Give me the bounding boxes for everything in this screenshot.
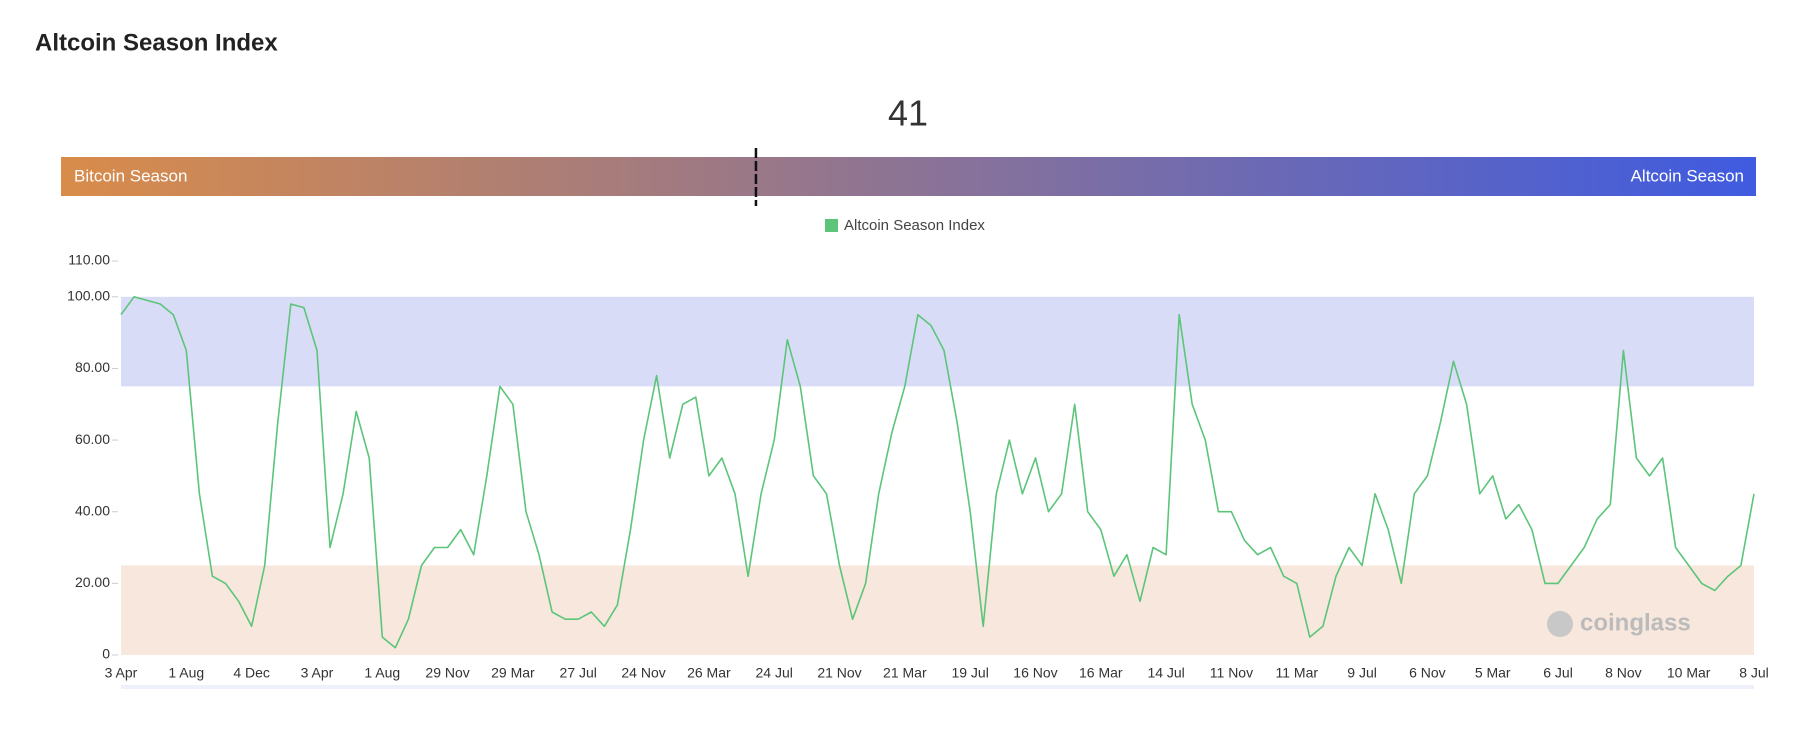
y-tick-label: 110.00 bbox=[68, 252, 110, 268]
watermark: coinglass bbox=[1580, 609, 1691, 636]
x-tick-label: 1 Aug bbox=[168, 665, 204, 681]
x-tick-label: 21 Nov bbox=[817, 665, 861, 681]
x-axis-bar bbox=[121, 685, 1754, 689]
band bbox=[121, 296, 1754, 387]
x-tick-label: 1 Aug bbox=[364, 665, 400, 681]
x-tick-label: 29 Mar bbox=[491, 665, 535, 681]
x-tick-label: 14 Jul bbox=[1147, 665, 1184, 681]
gauge-bar bbox=[61, 157, 1756, 196]
band bbox=[121, 565, 1754, 655]
y-tick-label: 0 bbox=[102, 646, 110, 662]
x-tick-label: 21 Mar bbox=[883, 665, 927, 681]
x-tick-label: 16 Mar bbox=[1079, 665, 1123, 681]
x-tick-label: 6 Nov bbox=[1409, 665, 1446, 681]
x-tick-label: 29 Nov bbox=[425, 665, 469, 681]
x-tick-label: 3 Apr bbox=[105, 665, 138, 681]
x-tick-label: 24 Jul bbox=[756, 665, 793, 681]
y-tick-label: 80.00 bbox=[75, 359, 110, 375]
legend-label: Altcoin Season Index bbox=[844, 217, 985, 234]
chart-title: Altcoin Season Index bbox=[35, 29, 278, 56]
gauge-right-label: Altcoin Season bbox=[1631, 166, 1744, 185]
y-tick-label: 20.00 bbox=[75, 574, 110, 590]
x-tick-label: 24 Nov bbox=[621, 665, 665, 681]
x-tick-label: 16 Nov bbox=[1013, 665, 1057, 681]
x-tick-label: 19 Jul bbox=[951, 665, 988, 681]
watermark-logo bbox=[1547, 611, 1573, 637]
x-tick-label: 11 Mar bbox=[1275, 665, 1318, 681]
x-tick-label: 6 Jul bbox=[1543, 665, 1573, 681]
x-tick-label: 8 Jul bbox=[1739, 665, 1769, 681]
x-tick-label: 8 Nov bbox=[1605, 665, 1642, 681]
x-tick-label: 27 Jul bbox=[560, 665, 597, 681]
y-tick-label: 100.00 bbox=[67, 288, 110, 304]
x-tick-label: 9 Jul bbox=[1347, 665, 1377, 681]
x-tick-label: 26 Mar bbox=[687, 665, 731, 681]
x-tick-label: 10 Mar bbox=[1667, 665, 1711, 681]
x-tick-label: 5 Mar bbox=[1475, 665, 1511, 681]
x-tick-label: 11 Nov bbox=[1210, 665, 1253, 681]
legend-swatch bbox=[825, 219, 838, 232]
gauge-value: 41 bbox=[888, 93, 928, 134]
gauge-left-label: Bitcoin Season bbox=[74, 166, 187, 185]
y-tick-label: 60.00 bbox=[75, 431, 110, 447]
series-line bbox=[120, 296, 1755, 649]
y-tick-label: 40.00 bbox=[75, 502, 110, 518]
x-tick-label: 3 Apr bbox=[301, 665, 334, 681]
x-tick-label: 4 Dec bbox=[233, 665, 270, 681]
